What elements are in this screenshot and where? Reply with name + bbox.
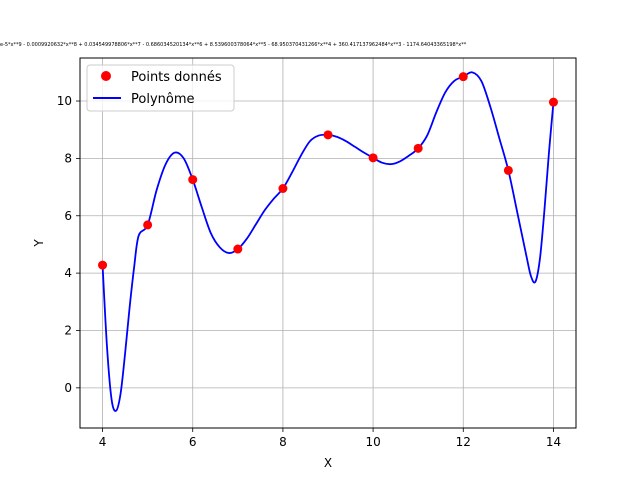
x-tick-label: 8: [279, 435, 287, 449]
legend-label-points: Points donnés: [131, 70, 222, 85]
data-point: [143, 220, 153, 230]
legend-label-polynomial: Polynôme: [131, 92, 195, 107]
legend-marker-points: [101, 71, 111, 81]
x-tick-label: 4: [99, 435, 107, 449]
y-tick-label: 0: [64, 381, 72, 395]
data-point: [458, 72, 468, 82]
data-points-layer: [98, 72, 558, 270]
x-tick-label: 6: [189, 435, 197, 449]
x-tick-label: 10: [365, 435, 380, 449]
x-axis-ticks: 4 6 8 10 12 14: [99, 428, 561, 449]
y-tick-label: 6: [64, 209, 72, 223]
data-point: [368, 153, 378, 163]
data-point: [188, 175, 198, 185]
data-point: [323, 130, 333, 140]
grid: [80, 58, 576, 428]
plot-frame: [79, 57, 577, 429]
y-tick-label: 4: [64, 266, 72, 280]
data-point: [278, 184, 288, 194]
y-axis-ticks: 0 2 4 6 8 10: [57, 94, 80, 395]
x-tick-label: 12: [456, 435, 471, 449]
polynomial-line: [101, 71, 555, 412]
y-tick-label: 2: [64, 323, 72, 337]
x-axis-label: X: [324, 456, 332, 470]
data-point: [233, 244, 243, 254]
x-tick-label: 14: [546, 435, 561, 449]
data-point: [98, 260, 108, 270]
legend-box: [86, 64, 235, 112]
y-axis-label: Y: [32, 239, 46, 248]
data-point: [548, 97, 558, 107]
polynomial-curve-layer: [101, 71, 555, 412]
y-tick-label: 8: [64, 151, 72, 165]
data-point: [503, 165, 513, 175]
legend: Points donnés Polynôme: [86, 64, 235, 112]
y-tick-label: 10: [57, 94, 72, 108]
data-point: [413, 143, 423, 153]
chart-title: e-5*x**9 - 0.0009920632*x**8 + 0.0345499…: [0, 42, 467, 48]
